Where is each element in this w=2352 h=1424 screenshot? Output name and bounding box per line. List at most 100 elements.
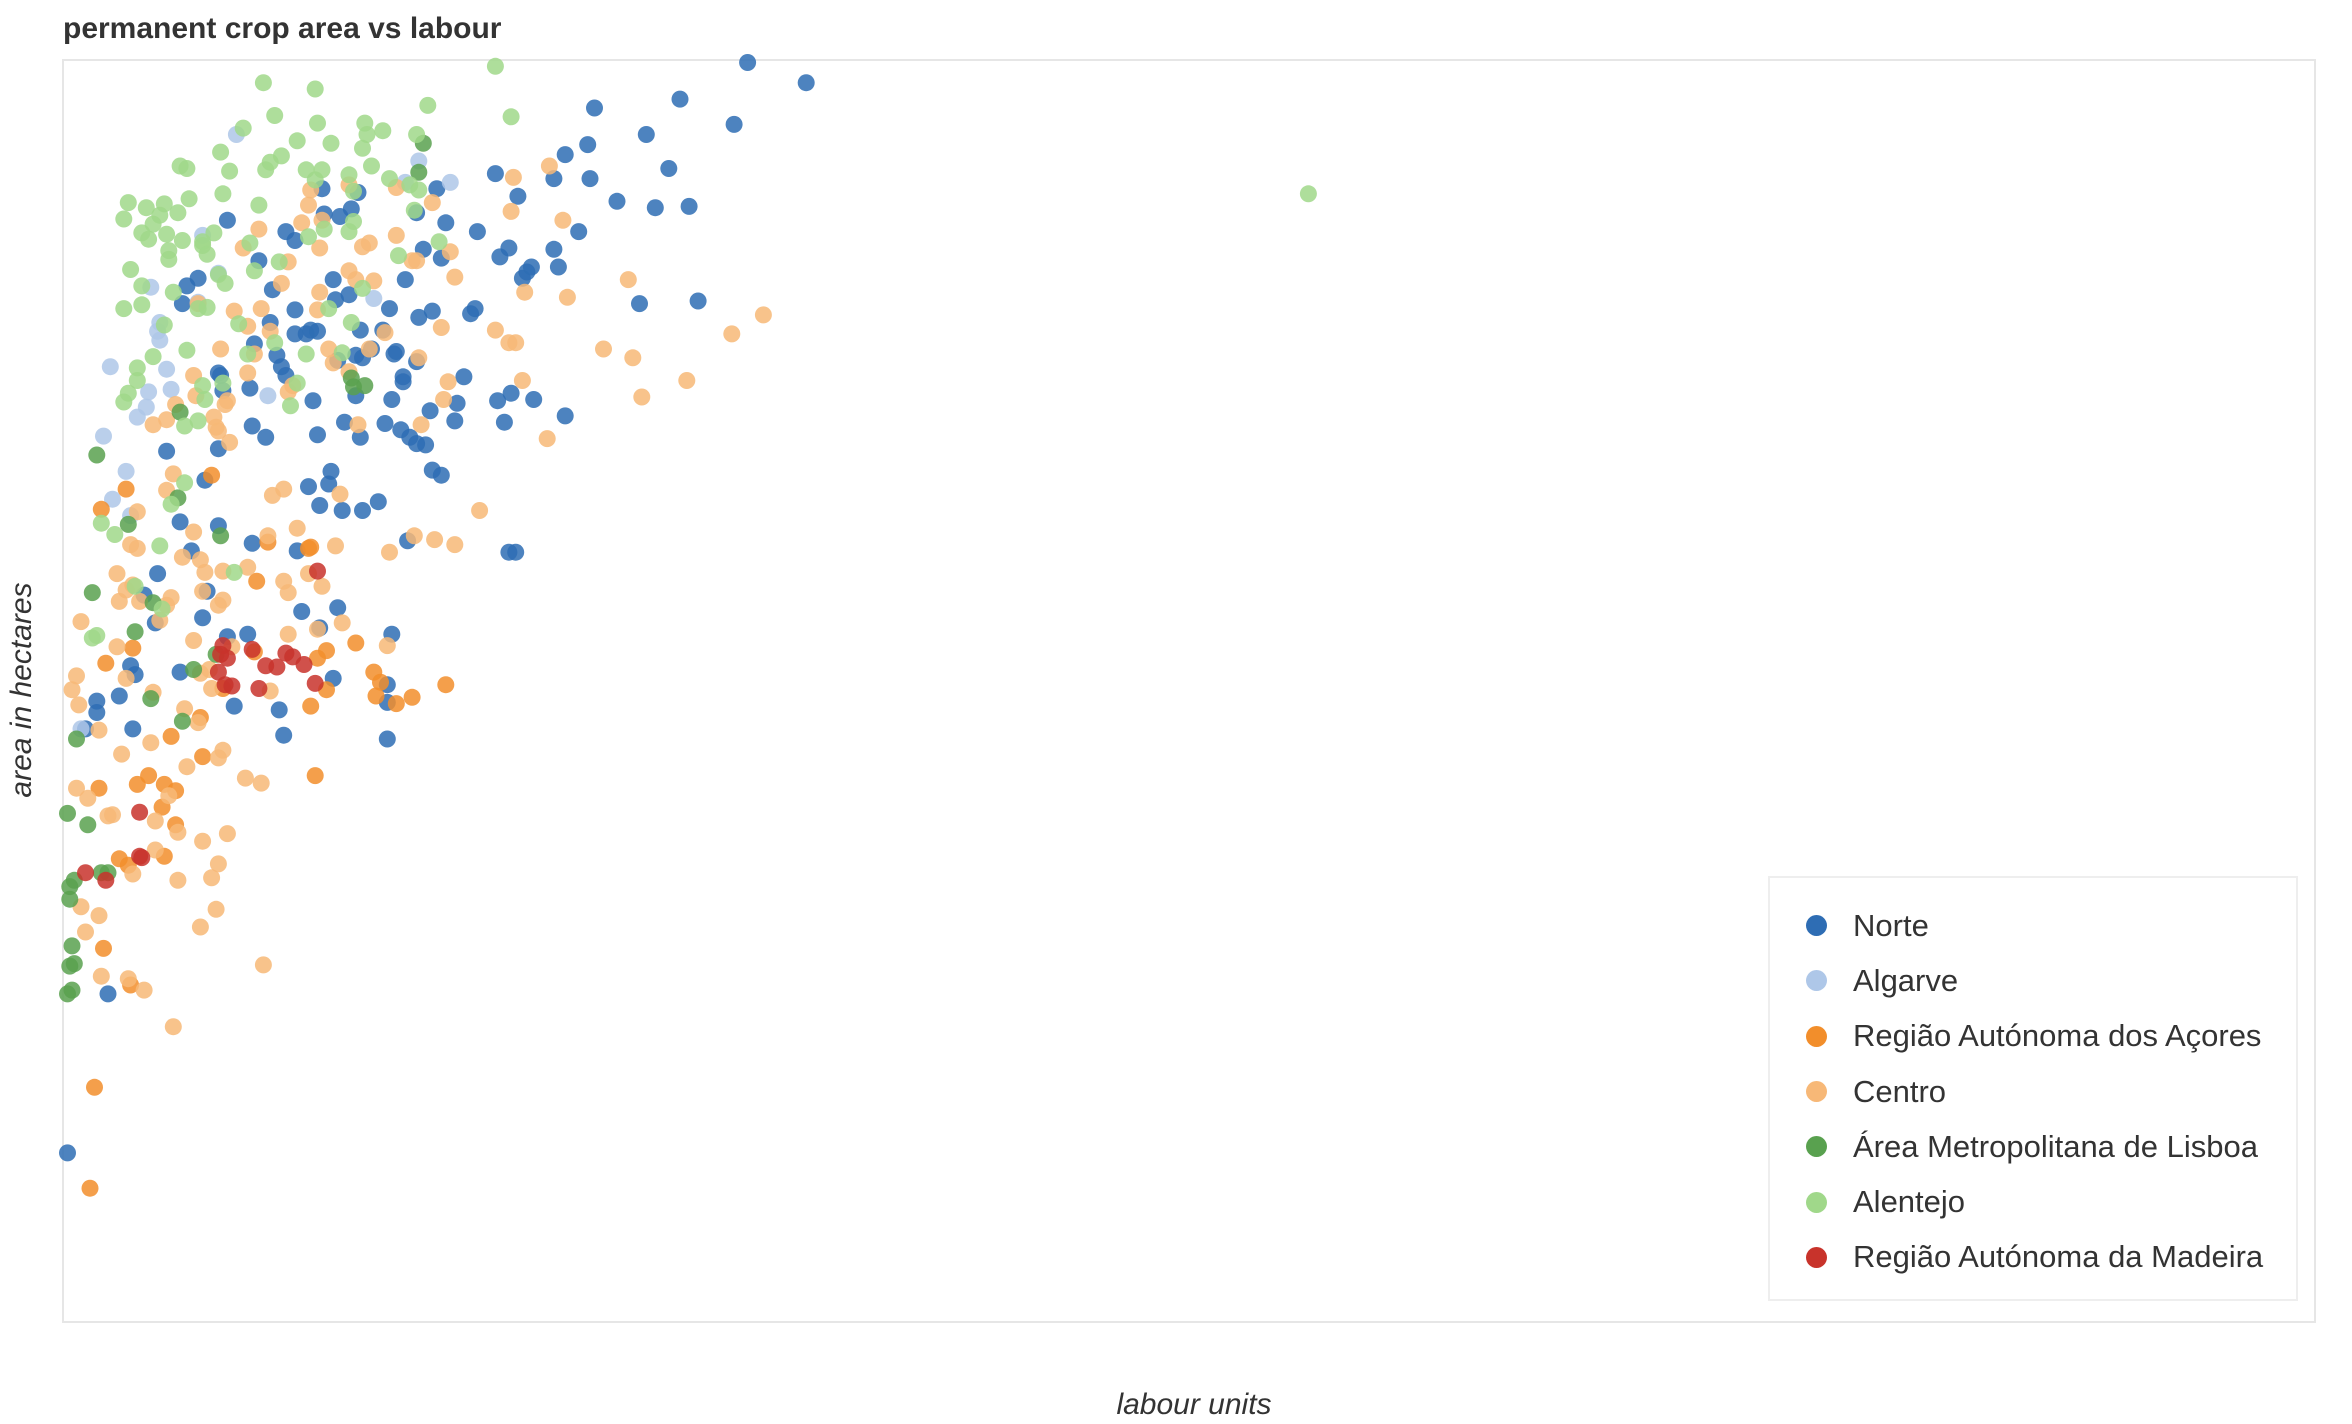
data-point[interactable] xyxy=(68,667,85,685)
data-point[interactable] xyxy=(288,132,306,150)
data-point[interactable] xyxy=(378,730,396,748)
data-point[interactable] xyxy=(162,495,180,513)
data-point[interactable] xyxy=(439,373,457,391)
data-point[interactable] xyxy=(426,531,444,549)
data-point[interactable] xyxy=(239,625,257,643)
data-point[interactable] xyxy=(358,126,376,143)
data-point[interactable] xyxy=(133,296,151,314)
data-point[interactable] xyxy=(140,383,158,401)
data-point[interactable] xyxy=(194,582,212,600)
data-point[interactable] xyxy=(131,803,149,821)
data-point[interactable] xyxy=(95,939,112,957)
data-point[interactable] xyxy=(556,146,574,164)
data-point[interactable] xyxy=(266,107,284,124)
data-point[interactable] xyxy=(65,955,83,973)
data-point[interactable] xyxy=(250,680,268,697)
data-point[interactable] xyxy=(558,288,576,306)
data-point[interactable] xyxy=(1299,185,1317,203)
data-point[interactable] xyxy=(194,832,212,850)
data-point[interactable] xyxy=(225,563,243,581)
data-point[interactable] xyxy=(214,374,232,392)
data-point[interactable] xyxy=(126,623,144,641)
data-point[interactable] xyxy=(365,663,383,681)
data-point[interactable] xyxy=(59,985,76,1003)
data-point[interactable] xyxy=(90,721,108,739)
data-point[interactable] xyxy=(101,358,119,376)
data-point[interactable] xyxy=(554,211,572,229)
data-point[interactable] xyxy=(324,271,342,289)
data-point[interactable] xyxy=(151,331,169,349)
data-point[interactable] xyxy=(430,233,448,251)
data-point[interactable] xyxy=(119,970,137,988)
data-point[interactable] xyxy=(189,714,207,732)
data-point[interactable] xyxy=(275,726,293,744)
data-point[interactable] xyxy=(169,823,187,841)
data-point[interactable] xyxy=(243,417,261,435)
data-point[interactable] xyxy=(239,364,257,382)
data-point[interactable] xyxy=(342,314,360,331)
data-point[interactable] xyxy=(581,170,599,188)
data-point[interactable] xyxy=(158,225,176,243)
data-point[interactable] xyxy=(207,900,225,918)
data-point[interactable] xyxy=(522,258,540,276)
data-point[interactable] xyxy=(248,572,266,590)
data-point[interactable] xyxy=(579,136,597,154)
data-point[interactable] xyxy=(331,208,349,225)
legend-item[interactable]: Alentejo xyxy=(1770,1174,2296,1229)
data-point[interactable] xyxy=(689,292,707,310)
data-point[interactable] xyxy=(221,433,239,451)
data-point[interactable] xyxy=(421,402,439,420)
data-point[interactable] xyxy=(164,283,182,301)
data-point[interactable] xyxy=(595,340,612,358)
data-point[interactable] xyxy=(169,871,187,889)
data-point[interactable] xyxy=(293,214,311,232)
data-point[interactable] xyxy=(77,864,94,882)
data-point[interactable] xyxy=(360,234,378,252)
data-point[interactable] xyxy=(306,80,324,98)
data-point[interactable] xyxy=(381,170,398,188)
data-point[interactable] xyxy=(63,937,81,955)
data-point[interactable] xyxy=(383,391,401,408)
data-point[interactable] xyxy=(124,639,142,657)
data-point[interactable] xyxy=(171,513,189,531)
data-point[interactable] xyxy=(405,527,423,545)
data-point[interactable] xyxy=(437,214,455,232)
legend-item[interactable]: Área Metropolitana de Lisboa xyxy=(1770,1119,2296,1174)
data-point[interactable] xyxy=(509,187,527,205)
data-point[interactable] xyxy=(309,426,326,444)
data-point[interactable] xyxy=(275,572,293,590)
data-point[interactable] xyxy=(381,300,398,318)
data-point[interactable] xyxy=(360,340,378,358)
data-point[interactable] xyxy=(178,758,196,776)
data-point[interactable] xyxy=(230,315,248,333)
data-point[interactable] xyxy=(279,625,297,643)
data-point[interactable] xyxy=(122,261,140,278)
data-point[interactable] xyxy=(254,74,272,92)
data-point[interactable] xyxy=(408,252,426,270)
data-point[interactable] xyxy=(270,701,288,719)
data-point[interactable] xyxy=(180,190,198,208)
data-point[interactable] xyxy=(250,196,268,214)
data-point[interactable] xyxy=(135,981,153,999)
data-point[interactable] xyxy=(739,54,757,71)
data-point[interactable] xyxy=(408,126,426,143)
data-point[interactable] xyxy=(241,234,259,252)
data-point[interactable] xyxy=(207,418,225,436)
data-point[interactable] xyxy=(216,396,234,413)
data-point[interactable] xyxy=(374,122,392,140)
data-point[interactable] xyxy=(261,153,279,171)
data-point[interactable] xyxy=(556,407,574,425)
data-point[interactable] xyxy=(59,804,76,822)
data-point[interactable] xyxy=(403,688,421,706)
data-point[interactable] xyxy=(117,480,135,498)
data-point[interactable] xyxy=(140,767,158,785)
data-point[interactable] xyxy=(502,384,520,402)
data-point[interactable] xyxy=(146,812,164,830)
data-point[interactable] xyxy=(631,295,648,313)
data-point[interactable] xyxy=(428,180,446,198)
data-point[interactable] xyxy=(83,629,101,647)
data-point[interactable] xyxy=(309,114,326,132)
data-point[interactable] xyxy=(245,262,263,280)
data-point[interactable] xyxy=(218,211,236,229)
data-point[interactable] xyxy=(189,300,207,318)
